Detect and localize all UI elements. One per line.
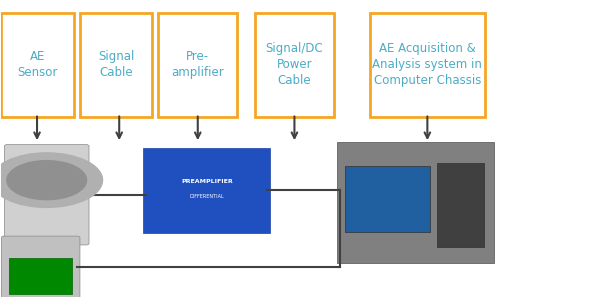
FancyBboxPatch shape [158, 13, 237, 117]
FancyBboxPatch shape [9, 258, 72, 294]
Text: PREAMPLIFIER: PREAMPLIFIER [181, 179, 232, 184]
Text: Pre-
amplifier: Pre- amplifier [171, 50, 224, 79]
FancyBboxPatch shape [370, 13, 485, 117]
Text: Signal
Cable: Signal Cable [98, 50, 134, 79]
Text: Signal/DC
Power
Cable: Signal/DC Power Cable [265, 42, 324, 87]
Text: DIFFERENTIAL: DIFFERENTIAL [189, 194, 224, 199]
FancyBboxPatch shape [337, 142, 494, 263]
Circle shape [0, 153, 103, 207]
FancyBboxPatch shape [4, 145, 89, 245]
Text: AE Acquisition &
Analysis system in
Computer Chassis: AE Acquisition & Analysis system in Comp… [373, 42, 483, 87]
FancyBboxPatch shape [255, 13, 334, 117]
FancyBboxPatch shape [143, 148, 270, 233]
Text: AE
Sensor: AE Sensor [18, 50, 58, 79]
FancyBboxPatch shape [80, 13, 152, 117]
FancyBboxPatch shape [345, 166, 430, 232]
FancyBboxPatch shape [436, 163, 484, 247]
Circle shape [7, 161, 87, 200]
FancyBboxPatch shape [1, 236, 80, 298]
FancyBboxPatch shape [1, 13, 74, 117]
